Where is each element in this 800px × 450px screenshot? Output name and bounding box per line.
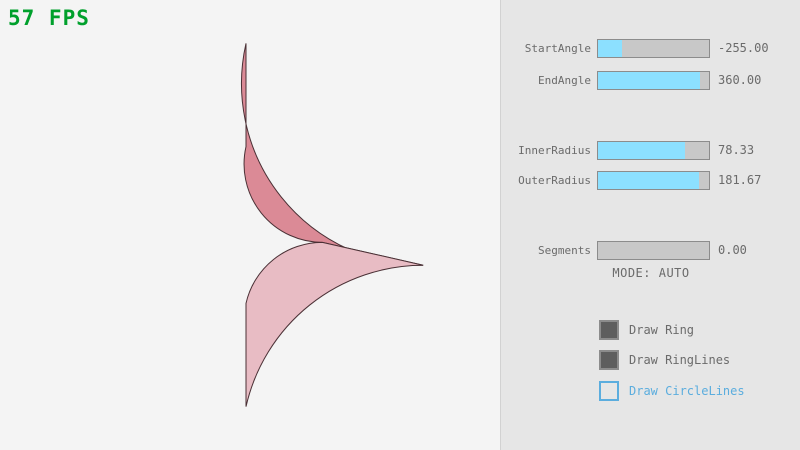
donut-segment-2: [245, 241, 424, 407]
slider-row-innerradius: InnerRadius 78.33: [501, 140, 800, 160]
checkbox-draw-circlelines[interactable]: [599, 381, 619, 401]
slider-label-endangle: EndAngle: [538, 73, 591, 87]
slider-fill: [598, 39, 622, 57]
slider-label-segments: Segments: [538, 243, 591, 257]
checkbox-row-draw-ring[interactable]: Draw Ring: [599, 319, 694, 341]
checkbox-draw-ring[interactable]: [599, 320, 619, 340]
slider-label-outerradius: OuterRadius: [518, 173, 591, 187]
slider-value-endangle: 360.00: [718, 73, 762, 87]
slider-segments[interactable]: [597, 240, 710, 260]
donut-chart: [241, 43, 424, 407]
slider-fill: [598, 141, 685, 159]
slider-value-startangle: -255.00: [718, 41, 769, 55]
slider-innerradius[interactable]: [597, 140, 710, 160]
mode-label: MODE: AUTO: [612, 266, 690, 280]
control-panel: StartAngle -255.00 EndAngle 360.00 InnerRadi…: [500, 0, 800, 450]
fps-counter: 57 FPS: [8, 6, 90, 30]
checkbox-label-draw-ringlines: Draw RingLines: [629, 353, 731, 367]
slider-value-outerradius: 181.67: [718, 173, 762, 187]
render-canvas: 57 FPS: [8, 6, 424, 407]
slider-row-endangle: EndAngle 360.00: [501, 70, 800, 90]
donut-segment-1: [241, 43, 424, 266]
slider-fill: [598, 171, 699, 189]
slider-outerradius[interactable]: [597, 170, 710, 190]
checkbox-label-draw-circlelines: Draw CircleLines: [629, 384, 745, 398]
slider-startangle[interactable]: [597, 38, 710, 58]
slider-value-innerradius: 78.33: [718, 143, 755, 157]
checkbox-draw-ringlines[interactable]: [599, 350, 619, 370]
slider-fill: [598, 71, 700, 89]
slider-label-startangle: StartAngle: [524, 41, 591, 55]
slider-row-startangle: StartAngle -255.00: [501, 38, 800, 58]
slider-label-innerradius: InnerRadius: [518, 143, 591, 157]
slider-row-segments: Segments 0.00: [501, 240, 800, 260]
checkbox-row-draw-circlelines[interactable]: Draw CircleLines: [599, 380, 745, 402]
slider-value-segments: 0.00: [718, 243, 747, 257]
slider-endangle[interactable]: [597, 70, 710, 90]
checkbox-row-draw-ringlines[interactable]: Draw RingLines: [599, 349, 730, 371]
slider-row-outerradius: OuterRadius 181.67: [501, 170, 800, 190]
checkbox-label-draw-ring: Draw Ring: [629, 323, 695, 337]
